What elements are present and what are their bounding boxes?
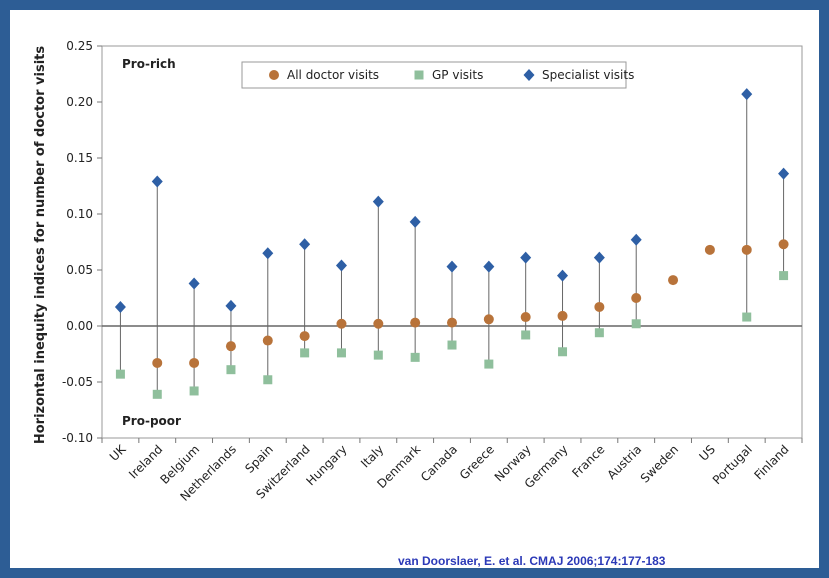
specialist-visits-point [593,251,605,264]
specialist-visits-point [188,277,200,290]
x-tick-label: UK [107,441,129,463]
pro-rich-label: Pro-rich [122,57,176,71]
x-tick-label: US [697,442,719,464]
gp-visits-point [521,330,531,340]
specialist-visits-point [299,238,311,251]
gp-visits-point [373,350,383,360]
gp-visits-point [742,312,752,322]
specialist-visits-point [372,195,384,208]
specialist-visits-point [557,269,569,282]
inequity-chart: -0.10 -0.05 0.00 0.05 0.10 0.15 0.20 0.25 UKIre… [33,39,803,504]
all-visits-point [152,357,163,368]
all-visits-point [778,239,789,250]
data-marks [114,88,790,399]
gp-visits-point [631,319,641,329]
all-visits-point [483,314,494,325]
all-visits-point [410,317,421,328]
gp-visits-point [558,347,568,357]
all-visits-point [741,244,752,255]
gp-visits-point [484,359,494,369]
gp-visits-point [779,271,789,281]
legend-gp-visits-label: GP visits [432,68,483,82]
specialist-visits-point [225,299,237,312]
all-visits-point [189,357,200,368]
all-visits-point [557,310,568,321]
x-tick-label: France [569,442,607,480]
all-visits-point [262,335,273,346]
y-tick-label: 0.20 [66,95,93,109]
gp-visits-point [263,375,273,385]
gp-visits-point [189,386,199,396]
all-visits-point [594,301,605,312]
all-visits-point [704,244,715,255]
all-visits-point [631,293,642,303]
x-tick-label: Canada [418,442,460,484]
specialist-visits-point [630,233,642,246]
gp-visits-point [152,389,162,399]
plot-frame [101,45,803,439]
legend-specialist-visits-marker [523,69,535,81]
all-visits-point [668,275,679,286]
specialist-visits-point [409,215,421,228]
specialist-visits-point [114,300,126,313]
x-tick-label: Spain [242,442,276,476]
x-tick-label: Portugal [710,442,755,487]
y-tick-label: 0.25 [66,39,93,53]
y-tick-label: 0.05 [66,263,93,277]
all-visits-point [299,331,310,342]
stems [119,94,785,395]
gp-visits-point [300,348,310,358]
y-tick-label: -0.10 [62,431,93,445]
pro-poor-label: Pro-poor [122,414,181,428]
gp-visits-point [410,352,420,362]
citation: van Doorslaer, E. et al. CMAJ 2006;174:1… [398,554,666,568]
y-axis-label: Horizontal inequity indices for number o… [33,46,48,445]
specialist-visits-point [741,88,753,101]
y-tick-label: -0.05 [62,375,93,389]
x-tick-label: Hungary [303,442,349,488]
specialist-visits-point [483,260,495,273]
specialist-visits-point [151,175,163,188]
gp-visits-point [336,348,346,358]
y-axis: -0.10 -0.05 0.00 0.05 0.10 0.15 0.20 0.25 [62,39,102,445]
gp-visits-point [115,369,125,379]
all-visits-point [225,341,236,352]
legend: All doctor visits GP visits Specialist vis… [241,61,634,89]
x-tick-label: Italy [358,442,386,470]
gp-visits-point [226,365,236,375]
y-tick-label: 0.00 [66,319,93,333]
y-tick-label: 0.15 [66,151,93,165]
specialist-visits-point [520,251,532,264]
all-visits-point [447,317,457,328]
legend-all-visits-marker [269,70,279,80]
x-tick-label: Greece [457,442,497,482]
specialist-visits-point [335,259,347,272]
all-visits-point [373,318,384,329]
slide: -0.10 -0.05 0.00 0.05 0.10 0.15 0.20 0.25 UK Ire… [10,10,819,568]
all-visits-point [336,318,347,329]
x-tick-label: Finland [751,442,791,482]
specialist-visits-point [262,247,274,260]
legend-box [241,61,627,89]
specialist-visits-point [778,167,790,180]
gp-visits-point [447,340,457,350]
legend-gp-visits-marker [414,70,424,80]
y-tick-label: 0.10 [66,207,93,221]
legend-all-visits-label: All doctor visits [287,68,379,82]
legend-specialist-visits-label: Specialist visits [542,68,634,82]
x-tick-label: Sweden [638,442,681,485]
gp-visits-point [594,328,604,338]
all-visits-point [520,312,531,323]
specialist-visits-point [446,260,458,273]
